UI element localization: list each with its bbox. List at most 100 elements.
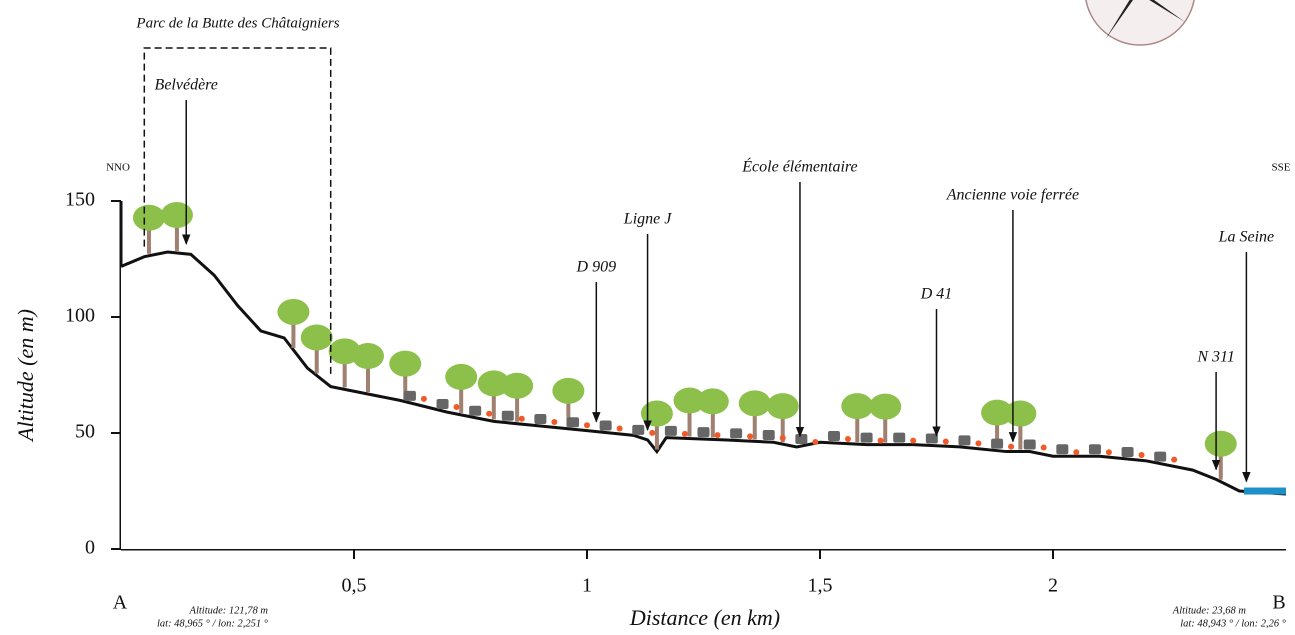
tree-crown (1004, 400, 1037, 427)
marker-dot (877, 437, 884, 444)
building (958, 435, 971, 446)
tree-crown (389, 350, 422, 377)
tree-crown (501, 372, 534, 399)
tree-crown (841, 393, 874, 420)
marker-dot (551, 419, 558, 426)
annotation-label: D 909 (576, 259, 617, 276)
tree-crown (1204, 430, 1237, 457)
tree-trunk (491, 391, 496, 420)
marker-dot (714, 432, 721, 439)
tree-trunk (883, 414, 888, 443)
tree-trunk (174, 222, 179, 251)
x-tick-label: 0,5 (342, 575, 367, 597)
tree-crown (132, 204, 165, 231)
marker-dot (942, 438, 949, 445)
building (730, 428, 743, 439)
building (697, 427, 710, 438)
annotation-label: N 311 (1196, 349, 1234, 366)
building (762, 430, 775, 441)
tree-crown (477, 370, 510, 397)
tree-trunk (1018, 421, 1023, 450)
marker-dot (584, 422, 590, 429)
ground-fill (121, 252, 1286, 550)
tree-trunk (687, 408, 692, 437)
tree-crown (738, 390, 771, 417)
tree-trunk (566, 398, 571, 427)
building (1088, 444, 1101, 455)
building (795, 433, 808, 444)
building (632, 424, 645, 435)
marker-dot (910, 437, 917, 444)
marker-dot (779, 435, 786, 442)
marker-dot (486, 410, 493, 417)
building (1154, 451, 1167, 462)
tree-trunk (515, 393, 520, 422)
end-direction: SSE (1272, 162, 1291, 174)
annotation-label: D 41 (920, 286, 953, 303)
building (991, 438, 1004, 449)
annotation-label: Ancienne voie ferrée (946, 187, 1079, 204)
tree-trunk (710, 409, 715, 438)
start-direction: NNO (106, 162, 130, 174)
marker-dot (518, 415, 525, 422)
annotation-label: Belvédère (155, 77, 218, 94)
building (599, 420, 612, 431)
x-tick-label: 2 (1048, 575, 1058, 597)
building (1056, 444, 1069, 455)
x-axis-label: Distance (en km) (629, 605, 780, 630)
marker-dot (616, 425, 623, 432)
marker-dot (1138, 451, 1145, 458)
marker-dot (1171, 456, 1178, 463)
tree-trunk (342, 359, 347, 388)
water (1244, 487, 1286, 495)
annotation-label: École élémentaire (741, 157, 857, 176)
start-label: A (113, 592, 128, 614)
marker-dot (812, 438, 819, 445)
start-altitude: Altitude: 121,78 m (189, 605, 269, 616)
tree-crown (300, 324, 333, 351)
y-axis-label: Altitude (en m) (13, 309, 38, 443)
x-tick-label: 1,5 (808, 575, 833, 597)
tree-trunk (1218, 451, 1223, 480)
annotation-label: Ligne J (623, 211, 672, 228)
tree-crown (981, 399, 1014, 426)
marker-dot (747, 433, 754, 440)
marker-dot (1105, 449, 1112, 456)
building (469, 405, 482, 416)
marker-dot (1040, 444, 1047, 451)
bracket (143, 47, 332, 375)
tree-crown (640, 400, 673, 427)
end-altitude: Altitude: 23,68 m (1172, 605, 1247, 616)
bracket-label: Parc de la Butte des Châtaigniers (135, 15, 339, 31)
tree-crown (277, 298, 310, 325)
profile-line (120, 250, 1287, 496)
building (534, 414, 547, 425)
tree-trunk (314, 345, 319, 374)
y-tick-label: 0 (85, 537, 95, 559)
marker-dot (1073, 449, 1080, 456)
tree-crown (552, 377, 585, 404)
tree-trunk (459, 384, 464, 413)
marker-dot (1008, 443, 1015, 450)
tree-trunk (752, 411, 757, 440)
building (436, 398, 449, 409)
tree-trunk (403, 371, 408, 400)
building (1121, 446, 1134, 457)
compass (1085, 0, 1195, 46)
tree-crown (673, 387, 706, 414)
marker-dot (649, 429, 656, 436)
tree-crown (696, 388, 729, 415)
tree-trunk (995, 420, 1000, 449)
annotation-label: La Seine (1218, 229, 1275, 246)
building (1023, 439, 1036, 450)
building (893, 432, 906, 443)
building (827, 430, 840, 441)
building (664, 425, 677, 436)
building (403, 390, 416, 401)
tree-crown (160, 201, 193, 228)
y-tick-label: 100 (65, 305, 95, 327)
y-tick-label: 150 (65, 189, 95, 211)
end-coords: lat: 48,943 ° / lon: 2,26 ° (1180, 618, 1287, 629)
tree-trunk (855, 414, 860, 443)
marker-dot (681, 430, 688, 437)
